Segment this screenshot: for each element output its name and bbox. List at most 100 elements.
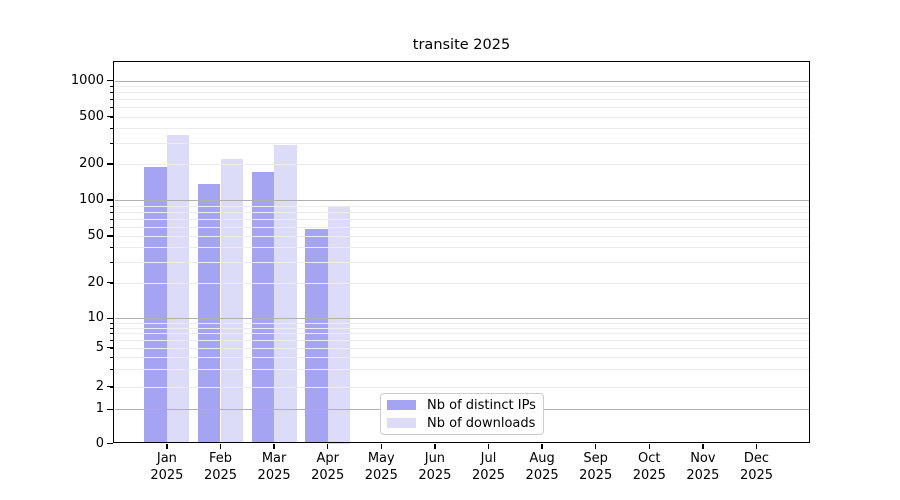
y-axis-minor-tick	[109, 218, 113, 220]
y-axis-tick	[106, 282, 113, 284]
x-axis-tick	[487, 443, 490, 449]
bar-downloads-mar	[274, 144, 297, 444]
y-tick-label: 10	[87, 310, 104, 326]
y-axis-tick	[106, 317, 113, 319]
gridline-major	[114, 318, 809, 320]
gridline-minor	[114, 347, 809, 349]
legend: Nb of distinct IPs Nb of downloads	[380, 393, 544, 435]
y-axis-tick	[106, 408, 113, 410]
y-tick-label: 50	[87, 228, 104, 243]
x-axis-tick	[380, 443, 382, 449]
gridline-minor	[114, 327, 809, 329]
gridline-minor	[114, 333, 809, 335]
y-axis-minor-tick	[109, 357, 113, 359]
x-tick-label-sep: Sep 2025	[579, 451, 613, 483]
y-axis-minor-tick	[109, 340, 113, 341]
y-axis-minor-tick	[109, 92, 113, 94]
x-axis-tick	[166, 443, 168, 449]
bar-distinct-ips-feb	[197, 184, 221, 444]
gridline-minor	[114, 128, 809, 130]
y-axis-minor-tick	[109, 327, 113, 329]
legend-swatch-distinct-ips-icon	[387, 400, 416, 410]
gridline-minor	[114, 262, 809, 263]
x-tick-label-apr: Apr 2025	[311, 451, 345, 483]
y-axis-minor-tick	[109, 211, 113, 213]
x-tick-label-feb: Feb 2025	[203, 451, 238, 483]
gridline-minor	[114, 218, 809, 220]
gridline-minor	[114, 99, 809, 101]
bar-downloads-apr	[327, 205, 351, 444]
x-tick-label-mar: Mar 2025	[257, 451, 291, 483]
bar-distinct-ips-mar	[251, 172, 275, 444]
legend-swatch-downloads-icon	[387, 418, 416, 428]
y-axis-minor-tick	[109, 262, 113, 263]
y-axis-tick	[106, 235, 113, 237]
x-axis-tick	[434, 443, 436, 449]
bar-downloads-jan	[166, 135, 190, 444]
y-tick-label: 100	[79, 192, 104, 207]
y-tick-label: 0	[95, 435, 104, 451]
gridline-major	[114, 80, 809, 82]
x-tick-label-jun: Jun 2025	[418, 451, 452, 483]
y-axis-tick	[106, 80, 113, 82]
gridline-minor	[114, 211, 809, 213]
y-axis-tick	[106, 163, 113, 165]
legend-label-downloads: Nb of downloads	[427, 415, 536, 431]
gridline-minor	[114, 116, 809, 118]
x-axis-tick	[648, 443, 650, 449]
gridline-minor	[114, 340, 809, 341]
x-tick-label-nov: Nov 2025	[686, 451, 720, 483]
chart-title: transite 2025	[412, 37, 511, 53]
x-axis-tick	[595, 443, 597, 449]
y-tick-label: 1	[95, 401, 104, 417]
gridline-major	[114, 200, 809, 201]
y-axis-tick	[106, 116, 113, 118]
bar-downloads-feb	[220, 159, 244, 444]
gridline-minor	[114, 143, 809, 145]
x-axis-tick	[273, 443, 275, 449]
x-axis-tick	[541, 443, 543, 449]
y-axis-tick	[106, 347, 113, 349]
y-axis-tick	[106, 199, 113, 201]
y-tick-label: 2	[95, 378, 104, 394]
y-axis-minor-tick	[109, 205, 113, 207]
y-axis-minor-tick	[109, 247, 113, 249]
y-axis-minor-tick	[109, 322, 113, 324]
gridline-minor	[114, 369, 809, 371]
gridline-minor	[114, 282, 809, 284]
gridline-minor	[114, 205, 809, 207]
bar-distinct-ips-jan	[144, 166, 167, 444]
y-tick-label: 5	[95, 339, 104, 355]
y-axis-tick	[106, 386, 113, 388]
x-axis-tick	[755, 443, 758, 449]
y-tick-label: 500	[79, 108, 104, 124]
x-tick-label-oct: Oct 2025	[632, 451, 666, 483]
y-axis-minor-tick	[109, 128, 113, 130]
y-axis-minor-tick	[109, 86, 113, 88]
y-tick-label: 20	[87, 274, 104, 290]
gridline-minor	[114, 247, 809, 249]
y-axis-minor-tick	[109, 99, 113, 101]
legend-item-downloads: Nb of downloads	[387, 417, 539, 430]
gridline-minor	[114, 357, 809, 359]
y-tick-label: 200	[79, 156, 104, 171]
y-axis-tick	[106, 442, 113, 445]
x-tick-label-may: May 2025	[364, 451, 398, 483]
x-tick-label-jul: Jul 2025	[471, 451, 506, 483]
gridline-minor	[114, 322, 809, 324]
legend-label-distinct-ips: Nb of distinct IPs	[427, 397, 536, 413]
x-axis-tick	[219, 443, 222, 449]
x-tick-label-jan: Jan 2025	[150, 451, 184, 483]
gridline-minor	[114, 164, 809, 165]
gridline-minor	[114, 236, 809, 237]
x-tick-label-aug: Aug 2025	[525, 451, 559, 483]
x-tick-label-dec: Dec 2025	[739, 451, 774, 483]
gridline-minor	[114, 386, 809, 388]
gridline-minor	[114, 86, 809, 88]
y-axis-minor-tick	[109, 143, 113, 145]
y-axis-minor-tick	[109, 107, 113, 109]
x-axis-tick	[327, 443, 329, 449]
y-axis-minor-tick	[109, 333, 113, 335]
y-axis-minor-tick	[109, 369, 113, 371]
x-axis-tick	[702, 443, 704, 449]
